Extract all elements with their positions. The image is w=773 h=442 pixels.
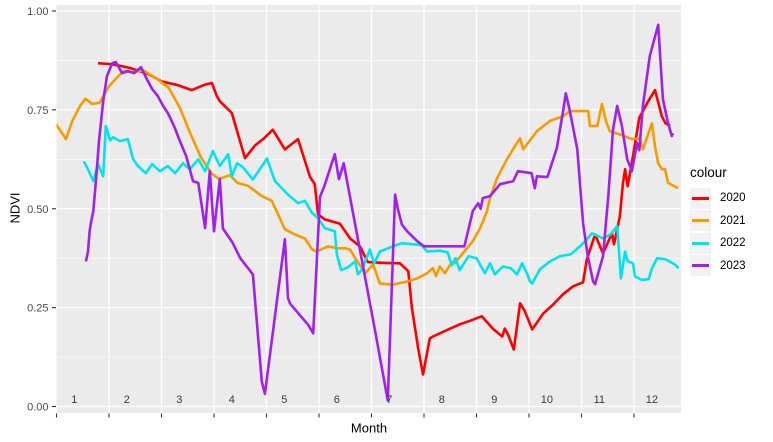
legend-item-2021: 2021	[690, 210, 746, 233]
axis-ticks	[52, 10, 635, 418]
svg-text:5: 5	[281, 394, 287, 406]
svg-text:10: 10	[541, 394, 553, 406]
svg-text:2: 2	[124, 394, 130, 406]
svg-text:4: 4	[229, 394, 235, 406]
gridlines-major	[56, 5, 681, 413]
svg-text:0.00: 0.00	[27, 402, 48, 414]
svg-text:1.00: 1.00	[27, 6, 48, 18]
legend-key-swatch-2023	[690, 255, 711, 277]
x-axis-labels: 1 2 3 4 5 6 7 8 9 10 11 12	[71, 394, 658, 406]
y-axis-title: NDVI	[7, 192, 23, 224]
legend-item-2022: 2022	[690, 232, 746, 255]
legend-title: colour	[690, 165, 727, 180]
svg-text:3: 3	[176, 394, 182, 406]
svg-text:0.75: 0.75	[27, 105, 48, 117]
legend-label: 2023	[720, 259, 746, 272]
legend-key-swatch-2021	[690, 210, 711, 232]
svg-text:1: 1	[71, 394, 77, 406]
legend: colour 2020 2021 2022 2023	[681, 0, 773, 442]
legend-label: 2022	[720, 237, 746, 250]
legend-rows: 2020 2021 2022 2023	[690, 187, 746, 277]
legend-line-icon	[692, 219, 709, 223]
svg-text:9: 9	[491, 394, 497, 406]
svg-text:0.50: 0.50	[27, 204, 48, 216]
svg-text:0.25: 0.25	[27, 303, 48, 315]
legend-key-swatch-2022	[690, 232, 711, 254]
legend-key-swatch-2020	[690, 187, 711, 209]
svg-text:6: 6	[334, 394, 340, 406]
legend-item-2023: 2023	[690, 255, 746, 278]
svg-text:8: 8	[439, 394, 445, 406]
legend-item-2020: 2020	[690, 187, 746, 210]
series-line-2023	[84, 23, 675, 402]
legend-line-icon	[692, 264, 709, 268]
svg-text:11: 11	[594, 394, 605, 406]
svg-text:7: 7	[386, 394, 392, 406]
legend-label: 2021	[720, 214, 746, 227]
series-line-2022	[82, 124, 680, 285]
y-axis-labels: 0.00 0.25 0.50 0.75 1.00	[27, 6, 48, 414]
legend-line-icon	[692, 196, 709, 200]
legend-line-icon	[692, 241, 709, 245]
x-axis-title: Month	[350, 420, 388, 436]
series-line-2020	[97, 61, 671, 376]
svg-text:12: 12	[646, 394, 658, 406]
legend-label: 2020	[720, 192, 746, 205]
series-line-2021	[56, 69, 679, 287]
